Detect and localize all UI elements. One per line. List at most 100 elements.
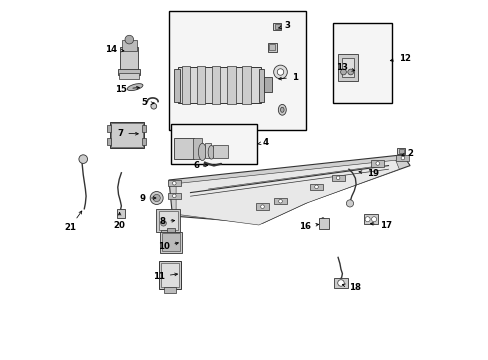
Text: 7: 7 [117,129,138,138]
Bar [363,214,378,224]
Circle shape [278,199,282,203]
Circle shape [337,280,344,286]
Text: 2: 2 [401,149,413,158]
Polygon shape [168,155,409,223]
Text: 20: 20 [113,212,125,230]
Bar [167,228,175,232]
Bar [396,148,404,154]
Bar [161,230,174,235]
Bar [396,155,408,161]
Bar [196,66,205,104]
Bar [273,23,281,30]
Circle shape [172,194,176,198]
Bar [120,47,137,72]
Bar [178,67,260,103]
Circle shape [336,176,339,180]
Circle shape [125,35,133,44]
Bar [159,261,181,289]
Text: 5: 5 [141,98,153,107]
Bar [168,11,305,130]
Text: 13: 13 [335,63,354,72]
Circle shape [79,155,87,163]
Bar [213,145,227,158]
Circle shape [365,217,369,222]
Bar [160,232,182,253]
Bar [162,233,180,251]
Text: 15: 15 [115,85,139,94]
Circle shape [371,217,376,222]
Bar [161,263,179,287]
Bar [331,175,344,181]
Bar [264,77,271,92]
Text: 16: 16 [298,222,318,231]
Text: 11: 11 [153,272,177,281]
Text: 17: 17 [370,220,391,230]
Bar [309,184,322,190]
Bar [142,138,146,145]
Text: 21: 21 [64,211,81,232]
Circle shape [160,220,166,226]
Bar [341,58,354,77]
Text: 12: 12 [389,54,410,63]
Text: 8: 8 [159,217,174,226]
Bar [370,160,384,167]
Bar [193,138,202,159]
Bar [258,69,264,102]
Circle shape [314,185,318,189]
Text: 3: 3 [278,22,290,31]
Bar [318,218,328,229]
Bar [333,278,347,288]
Circle shape [151,103,156,109]
Circle shape [375,162,379,165]
Ellipse shape [198,143,206,161]
Bar [274,24,280,29]
Text: 9: 9 [140,194,156,202]
Text: 19: 19 [358,169,379,178]
Bar [174,69,179,102]
Ellipse shape [127,84,142,91]
Bar [156,209,179,232]
Bar [181,66,190,104]
Circle shape [260,205,264,208]
Bar [170,124,257,164]
Bar [204,143,211,158]
Ellipse shape [277,69,283,75]
Polygon shape [176,160,399,225]
Bar [398,149,403,153]
Bar [109,122,143,148]
Bar [337,54,357,81]
Bar [159,211,177,230]
Bar [174,138,194,159]
Circle shape [346,200,353,207]
Circle shape [153,194,160,202]
Bar [332,23,391,103]
Bar [142,125,146,132]
Bar [107,138,111,145]
Bar [167,193,181,199]
Circle shape [340,69,346,75]
Bar [118,69,140,75]
Bar [256,203,268,210]
Text: 6: 6 [194,161,207,170]
Bar [211,66,220,104]
Circle shape [400,156,404,160]
Bar [273,198,286,204]
Ellipse shape [278,104,285,115]
Text: 1: 1 [278,73,297,82]
Bar [226,66,235,104]
Ellipse shape [273,65,287,79]
Bar [107,125,111,132]
Text: 4: 4 [257,138,268,147]
Bar [119,73,139,79]
Text: 10: 10 [157,242,178,251]
Bar [167,180,181,186]
Bar [269,44,275,50]
Circle shape [150,192,163,204]
Bar [163,287,176,293]
Bar [117,209,124,218]
Circle shape [347,69,353,75]
Bar [242,66,250,104]
Ellipse shape [208,145,214,159]
Text: 14: 14 [105,45,123,54]
Bar [122,40,136,51]
